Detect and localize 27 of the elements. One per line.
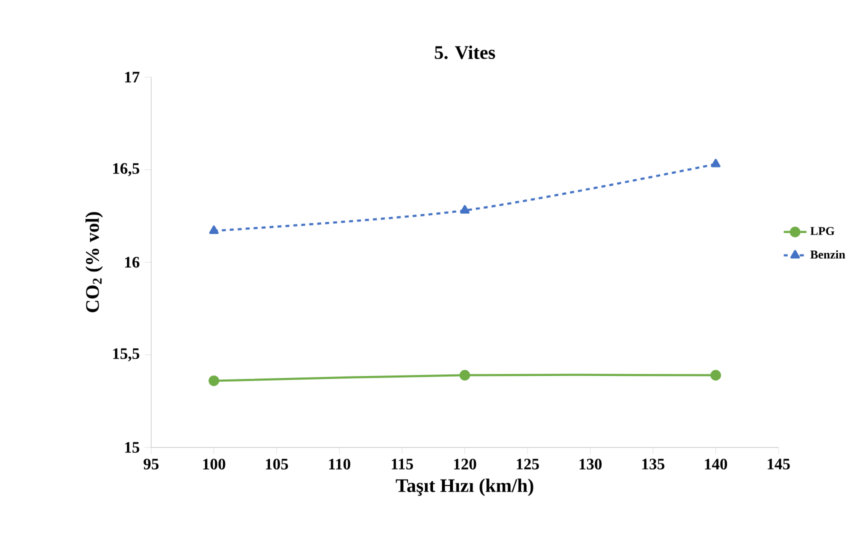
x-tick-label: 130 — [580, 458, 602, 470]
y-tick-label: 17 — [125, 72, 140, 82]
x-tick-label: 145 — [768, 458, 790, 470]
point — [710, 370, 722, 381]
y-tick-label: 15 — [125, 442, 140, 453]
y-tick-label: 15,5 — [113, 348, 140, 362]
x-tick-label: 135 — [642, 458, 664, 470]
y-tick-label: 16 — [125, 257, 140, 268]
x-tick-label: 115 — [392, 458, 414, 470]
x-axis-title: Taşıt Hızı (km/h) — [396, 478, 534, 496]
chart-title: 5. Vites — [434, 46, 496, 60]
point — [209, 226, 219, 234]
y-axis-title: CO$_{2}$ (% vol) — [85, 212, 103, 312]
x-tick-label: 105 — [266, 458, 288, 470]
x-tick-label: 140 — [705, 458, 728, 470]
point — [460, 205, 470, 214]
point — [208, 376, 220, 386]
x-tick-label: 125 — [516, 458, 539, 470]
point — [460, 370, 470, 381]
x-tick-label: 95 — [144, 458, 159, 470]
x-tick-label: 110 — [329, 458, 350, 470]
legend-label: Benzin — [810, 250, 846, 259]
x-tick-label: 100 — [203, 458, 226, 470]
point — [710, 158, 720, 168]
legend-label: LPG — [810, 227, 834, 236]
x-tick-label: 120 — [454, 458, 476, 470]
y-tick-label: 16,5 — [113, 163, 140, 176]
